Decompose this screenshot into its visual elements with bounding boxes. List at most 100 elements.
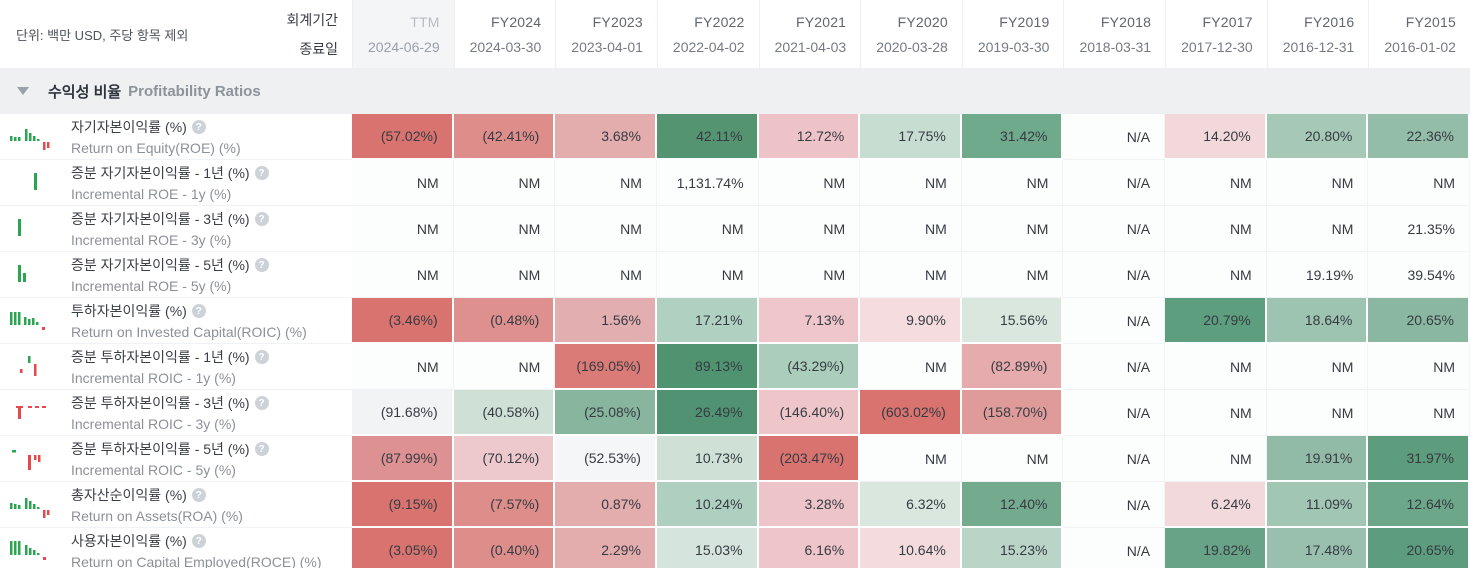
- value-cell-fy2021: 7.13%: [758, 298, 861, 344]
- help-icon[interactable]: ?: [254, 350, 269, 364]
- metric-name-en: Return on Equity(ROE) (%): [71, 140, 241, 156]
- help-icon[interactable]: ?: [254, 442, 269, 456]
- column-period: TTM: [410, 13, 440, 30]
- metric-name-ko: 자기자본이익률 (%): [71, 119, 187, 135]
- value-cell-ttm: (57.02%): [352, 114, 454, 160]
- section-title-ko: 수익성 비율: [48, 83, 122, 101]
- column-period: FY2016: [1304, 13, 1355, 30]
- value-cell-fy2019: NM: [961, 436, 1064, 482]
- value-cell-fy2023: (25.08%): [555, 390, 657, 436]
- value-cell-fy2021: 12.72%: [758, 114, 861, 160]
- section-title-en: Profitability Ratios: [128, 82, 261, 100]
- value-cell-fy2015: 20.65%: [1368, 298, 1470, 344]
- value-cell-fy2020: 6.32%: [860, 482, 962, 528]
- value-cell-fy2019: NM: [961, 206, 1064, 252]
- value-cell-fy2015: 22.36%: [1368, 114, 1470, 160]
- metric-label[interactable]: 증분 자기자본이익률 - 3년 (%)? Incremental ROE - 3y…: [0, 206, 352, 252]
- value-cell-fy2021: (146.40%): [758, 390, 861, 436]
- metric-row: 투하자본이익률 (%)? Return on Invested Capital(R…: [0, 298, 1470, 344]
- value-cell-fy2022: 15.03%: [656, 528, 759, 568]
- value-cell-fy2019: NM: [961, 252, 1064, 298]
- column-period: FY2015: [1405, 13, 1456, 30]
- metric-label[interactable]: 사용자본이익률 (%)? Return on Capital Employed(R…: [0, 528, 352, 568]
- metric-label[interactable]: 자기자본이익률 (%)? Return on Equity(ROE) (%): [0, 114, 352, 160]
- value-cell-ttm: (91.68%): [352, 390, 454, 436]
- section-header-profitability[interactable]: 수익성 비율 Profitability Ratios: [0, 68, 1470, 114]
- value-cell-fy2019: 15.23%: [961, 528, 1064, 568]
- value-cell-fy2018: N/A: [1063, 482, 1166, 528]
- single-bar-center-icon: [0, 168, 64, 198]
- value-cell-fy2018: N/A: [1063, 206, 1166, 252]
- value-cell-fy2023: 1.56%: [555, 298, 657, 344]
- metric-label[interactable]: 투하자본이익률 (%)? Return on Invested Capital(R…: [0, 298, 352, 344]
- column-period: FY2017: [1202, 13, 1253, 30]
- value-cell-fy2022: 17.21%: [656, 298, 759, 344]
- metric-label[interactable]: 증분 투하자본이익률 - 5년 (%)? Incremental ROIC - 5…: [0, 436, 352, 482]
- help-icon[interactable]: ?: [254, 258, 269, 272]
- metric-label[interactable]: 증분 투하자본이익률 - 3년 (%)? Incremental ROIC - 3…: [0, 390, 352, 436]
- help-icon[interactable]: ?: [254, 396, 269, 410]
- value-cell-fy2021: NM: [758, 252, 861, 298]
- value-cell-fy2018: N/A: [1063, 160, 1166, 206]
- metric-values: NM NM (169.05%) 89.13% (43.29%) NM (82.89%) N/A…: [352, 344, 1470, 390]
- value-cell-ttm: (3.05%): [352, 528, 454, 568]
- value-cell-ttm: (9.15%): [352, 482, 454, 528]
- value-cell-fy2016: 20.80%: [1266, 114, 1369, 160]
- two-bars-icon: [0, 260, 64, 290]
- help-icon[interactable]: ?: [191, 120, 206, 134]
- column-header-fy2015: FY2015 2016-01-02: [1368, 0, 1470, 68]
- value-cell-fy2021: (43.29%): [758, 344, 861, 390]
- metric-row: 증분 투하자본이익률 - 5년 (%)? Incremental ROIC - 5…: [0, 436, 1470, 482]
- metric-values: (9.15%) (7.57%) 0.87% 10.24% 3.28% 6.32% 12.40…: [352, 482, 1470, 528]
- triangle-down-icon[interactable]: [17, 87, 29, 95]
- metric-values: (87.99%) (70.12%) (52.53%) 10.73% (203.47%) N…: [352, 436, 1470, 482]
- value-cell-fy2016: 17.48%: [1266, 528, 1369, 568]
- value-cell-fy2019: (82.89%): [961, 344, 1064, 390]
- metric-name-en: Incremental ROIC - 5y (%): [71, 462, 236, 478]
- column-header-fy2022: FY2022 2022-04-02: [656, 0, 759, 68]
- help-icon[interactable]: ?: [191, 488, 206, 502]
- help-icon[interactable]: ?: [254, 166, 269, 180]
- help-icon[interactable]: ?: [191, 534, 206, 548]
- column-end-date: 2017-12-30: [1181, 38, 1253, 55]
- value-cell-fy2016: NM: [1266, 206, 1369, 252]
- value-cell-fy2020: NM: [860, 160, 962, 206]
- column-end-date: 2019-03-30: [977, 38, 1050, 55]
- value-cell-fy2023: 3.68%: [555, 114, 657, 160]
- value-cell-fy2022: 42.11%: [656, 114, 759, 160]
- value-cell-ttm: NM: [352, 206, 454, 252]
- value-cell-fy2022: 26.49%: [656, 390, 759, 436]
- metric-label[interactable]: 총자산순이익률 (%)? Return on Assets(ROA) (%): [0, 482, 352, 528]
- help-icon[interactable]: ?: [191, 304, 206, 318]
- metric-label[interactable]: 증분 자기자본이익률 - 5년 (%)? Incremental ROE - 5y…: [0, 252, 352, 298]
- value-cell-fy2015: 20.65%: [1368, 528, 1470, 568]
- value-cell-fy2022: 89.13%: [656, 344, 759, 390]
- column-period: FY2022: [694, 13, 745, 30]
- value-cell-fy2019: (158.70%): [961, 390, 1064, 436]
- value-cell-fy2017: 6.24%: [1165, 482, 1267, 528]
- value-cell-fy2023: (169.05%): [555, 344, 657, 390]
- metric-row: 증분 자기자본이익률 - 3년 (%)? Incremental ROE - 3y…: [0, 206, 1470, 252]
- column-header-fy2016: FY2016 2016-12-31: [1266, 0, 1369, 68]
- value-cell-fy2015: NM: [1368, 390, 1470, 436]
- metric-name-en: Return on Assets(ROA) (%): [71, 508, 243, 524]
- metric-label[interactable]: 증분 자기자본이익률 - 1년 (%)? Incremental ROE - 1y…: [0, 160, 352, 206]
- value-cell-fy2024: (40.58%): [453, 390, 556, 436]
- value-cell-fy2017: 19.82%: [1165, 528, 1267, 568]
- metric-name-ko: 증분 투하자본이익률 - 1년 (%): [71, 349, 250, 365]
- metric-label[interactable]: 증분 투하자본이익률 - 1년 (%)? Incremental ROIC - 1…: [0, 344, 352, 390]
- value-cell-ttm: (3.46%): [352, 298, 454, 344]
- column-header-ttm: TTM 2024-06-29: [352, 0, 454, 68]
- value-cell-fy2016: 11.09%: [1266, 482, 1369, 528]
- help-icon[interactable]: ?: [254, 212, 269, 226]
- metric-values: NM NM NM 1,131.74% NM NM NM N/A NM NM NM: [352, 160, 1470, 206]
- metric-name-ko: 증분 투하자본이익률 - 5년 (%): [71, 441, 250, 457]
- metric-name-en: Incremental ROIC - 3y (%): [71, 416, 236, 432]
- value-cell-fy2020: NM: [860, 344, 962, 390]
- metric-name-en: Incremental ROE - 1y (%): [71, 186, 232, 202]
- metric-row: 증분 투하자본이익률 - 3년 (%)? Incremental ROIC - 3…: [0, 390, 1470, 436]
- metric-name-en: Incremental ROIC - 1y (%): [71, 370, 236, 386]
- column-end-date: 2016-12-31: [1282, 38, 1355, 55]
- column-end-date: 2024-06-29: [368, 38, 440, 55]
- roa-sparkline-icon: [0, 490, 64, 520]
